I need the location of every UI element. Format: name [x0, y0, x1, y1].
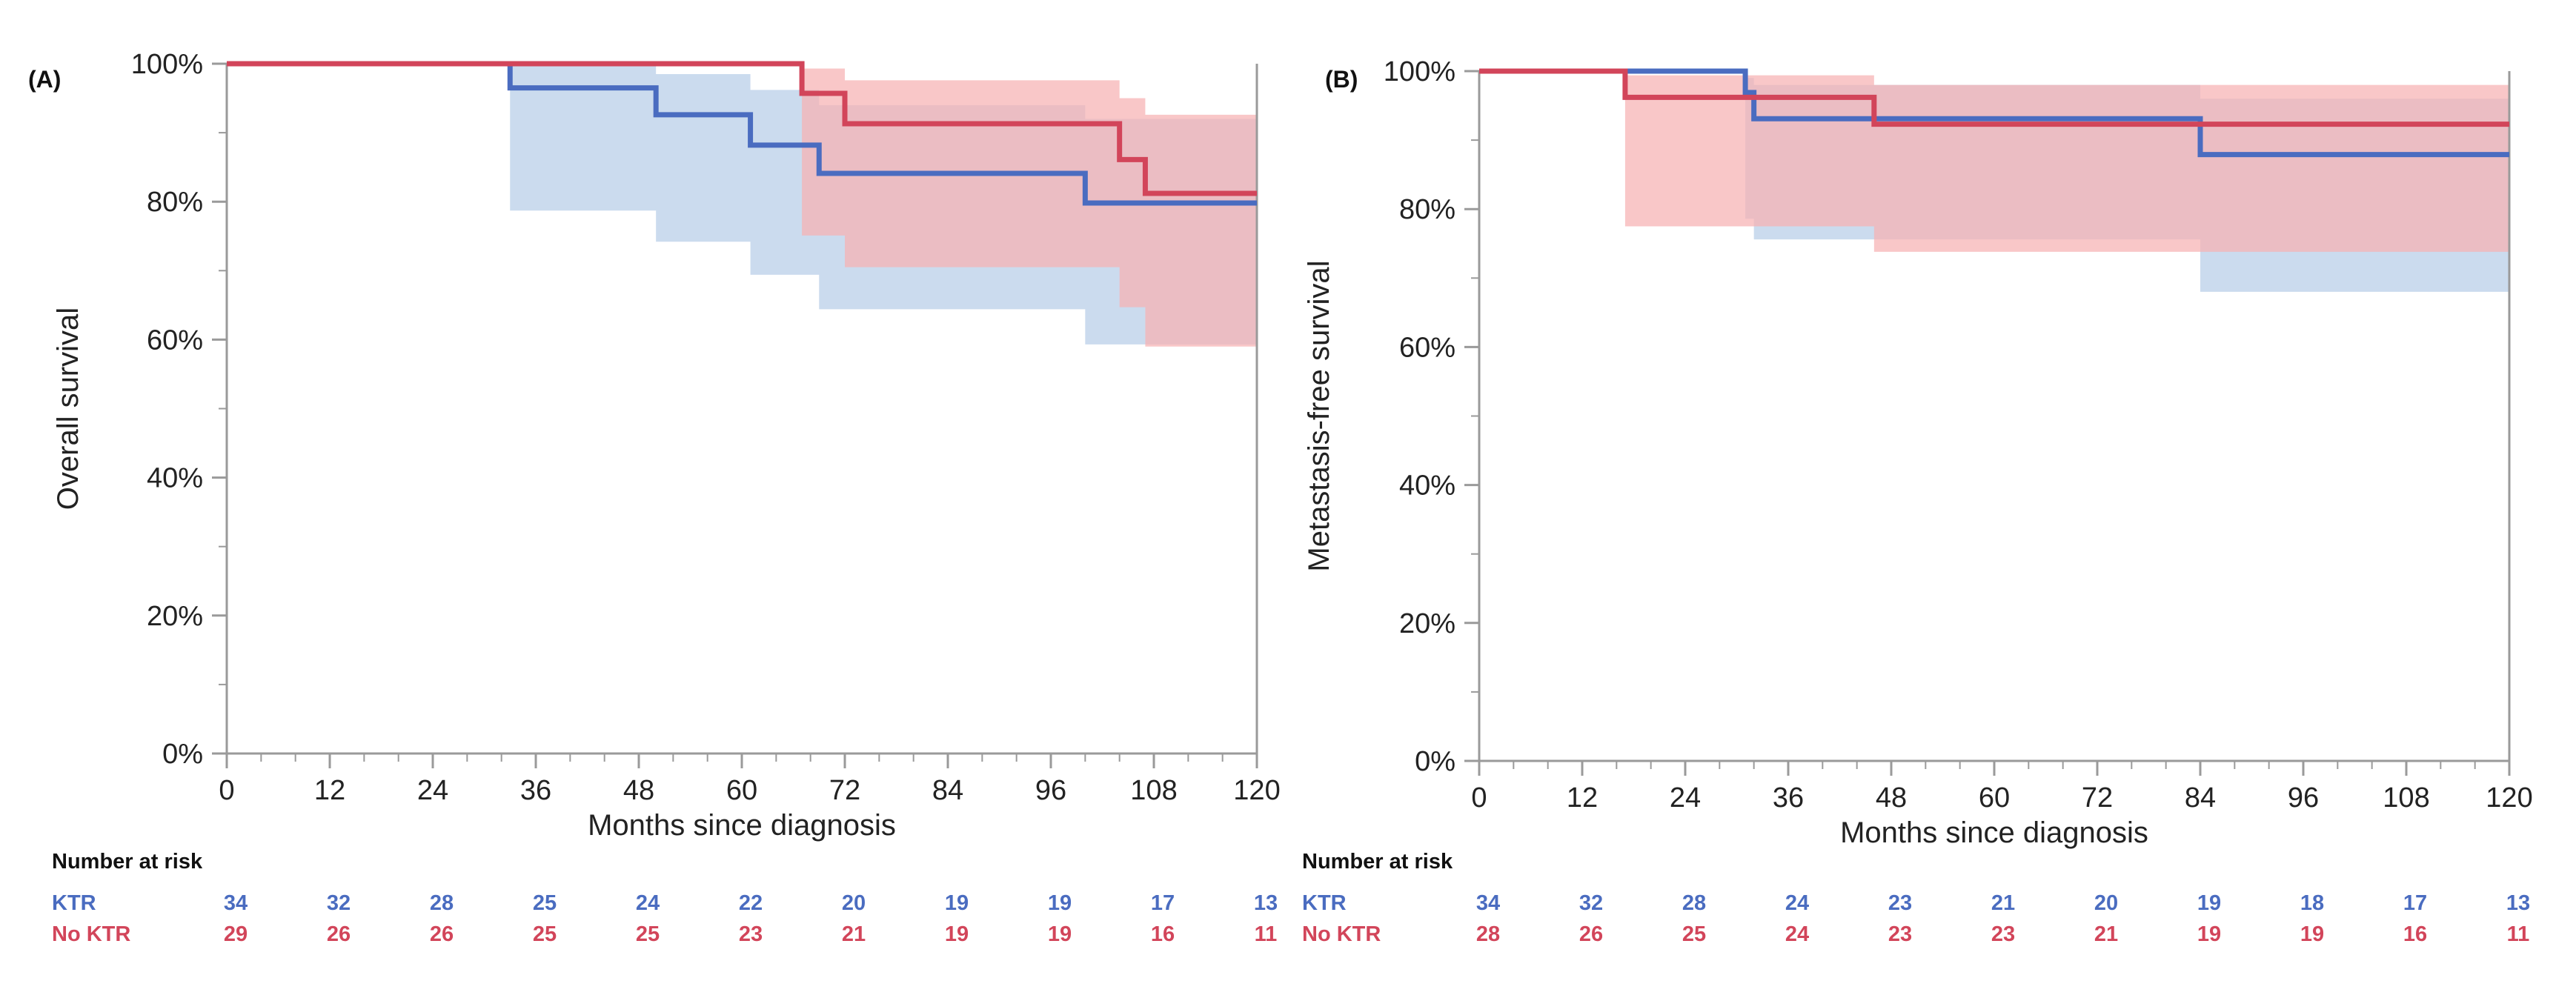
x-tick-label: 48 [1876, 782, 1907, 814]
risk-table-title: Number at risk [1302, 850, 1453, 874]
risk-count: 16 [2403, 922, 2427, 946]
risk-row-label-ktr: KTR [52, 891, 96, 915]
x-tick-label: 96 [1035, 775, 1066, 806]
risk-count: 13 [1254, 891, 1278, 915]
risk-count: 19 [1048, 922, 1072, 946]
ci-band-no-ktr [227, 64, 1257, 347]
y-axis-title: Metastasis-free survival [1303, 260, 1335, 571]
panel-label: (A) [28, 66, 61, 93]
risk-count: 25 [1682, 922, 1706, 946]
risk-count: 24 [1785, 922, 1809, 946]
x-tick-label: 72 [829, 775, 860, 806]
risk-count: 19 [2300, 922, 2324, 946]
risk-count: 28 [430, 891, 454, 915]
x-tick-label: 120 [2486, 782, 2532, 814]
x-axis-title: Months since diagnosis [1840, 816, 2148, 849]
y-axis-title: Overall survival [52, 307, 84, 510]
x-tick-label: 60 [1979, 782, 2010, 814]
risk-count: 23 [1991, 922, 2015, 946]
survival-curve-ktr [227, 61, 1257, 206]
risk-count: 26 [430, 922, 454, 946]
y-tick-label: 0% [162, 739, 203, 770]
risk-count: 25 [533, 922, 557, 946]
x-tick-label: 12 [1567, 782, 1598, 814]
risk-row-label-no-ktr: No KTR [1302, 922, 1381, 946]
risk-count: 21 [1991, 891, 2015, 915]
risk-count: 25 [636, 922, 660, 946]
risk-count: 24 [636, 891, 660, 915]
y-tick-label: 40% [147, 463, 203, 494]
x-tick-label: 48 [623, 775, 654, 806]
risk-count: 17 [1151, 891, 1175, 915]
risk-count: 23 [1888, 891, 1912, 915]
risk-count: 19 [945, 891, 969, 915]
x-tick-label: 84 [2185, 782, 2216, 814]
x-tick-label: 108 [2383, 782, 2429, 814]
risk-count: 18 [2300, 891, 2324, 915]
x-tick-label: 60 [726, 775, 757, 806]
x-tick-label: 96 [2288, 782, 2319, 814]
risk-table-title: Number at risk [52, 850, 203, 874]
risk-row-label-no-ktr: No KTR [52, 922, 130, 946]
y-tick-label: 60% [147, 325, 203, 356]
risk-count: 22 [739, 891, 763, 915]
x-tick-label: 108 [1130, 775, 1177, 806]
risk-count: 20 [2094, 891, 2118, 915]
risk-count: 11 [1255, 922, 1278, 946]
risk-count: 19 [945, 922, 969, 946]
risk-count: 11 [2507, 922, 2530, 946]
risk-count: 19 [1048, 891, 1072, 915]
risk-count: 28 [1476, 922, 1500, 946]
risk-count: 17 [2403, 891, 2427, 915]
x-tick-label: 72 [2082, 782, 2113, 814]
survival-curve-ktr [1479, 68, 2509, 158]
risk-count: 16 [1151, 922, 1175, 946]
risk-count: 26 [327, 922, 351, 946]
y-tick-label: 100% [1384, 56, 1455, 87]
risk-count: 32 [1579, 891, 1603, 915]
risk-count: 21 [842, 922, 866, 946]
x-tick-label: 36 [520, 775, 551, 806]
y-tick-label: 60% [1399, 332, 1455, 363]
risk-count: 29 [224, 922, 248, 946]
ci-band-no-ktr [1479, 71, 2509, 252]
y-tick-label: 100% [131, 49, 203, 80]
risk-count: 19 [2197, 922, 2221, 946]
risk-count: 26 [1579, 922, 1603, 946]
risk-row-label-ktr: KTR [1302, 891, 1347, 915]
x-tick-label: 120 [1233, 775, 1280, 806]
y-tick-label: 0% [1415, 746, 1455, 777]
risk-count: 24 [1785, 891, 1809, 915]
survival-curve-no-ktr [227, 61, 1257, 196]
y-tick-label: 20% [1399, 608, 1455, 639]
panel-a-overall-survival: 0% 20% 40% 60% 80% 100% 0 12 24 36 48 60 72 84 96 108 12… [28, 49, 1281, 946]
x-tick-label: 0 [219, 775, 234, 806]
risk-count: 25 [533, 891, 557, 915]
x-tick-label: 36 [1773, 782, 1804, 814]
y-tick-label: 20% [147, 601, 203, 632]
risk-count: 28 [1682, 891, 1706, 915]
panel-b-metastasis-free-survival: 0% 20% 40% 60% 80% 100% 0 12 24 36 48 60 72 84 96 108 12… [1302, 56, 2533, 946]
x-tick-label: 84 [932, 775, 963, 806]
panel-label: (B) [1325, 66, 1358, 93]
y-tick-label: 40% [1399, 470, 1455, 502]
y-tick-label: 80% [1399, 194, 1455, 225]
x-tick-label: 24 [417, 775, 448, 806]
risk-count: 23 [739, 922, 763, 946]
x-tick-label: 0 [1471, 782, 1487, 814]
risk-count: 32 [327, 891, 351, 915]
survival-curve-no-ktr [1479, 68, 2509, 127]
x-axis-title: Months since diagnosis [588, 809, 896, 842]
risk-count: 34 [224, 891, 248, 915]
y-tick-label: 80% [147, 187, 203, 218]
x-tick-label: 12 [314, 775, 345, 806]
risk-count: 23 [1888, 922, 1912, 946]
risk-count: 20 [842, 891, 866, 915]
risk-count: 21 [2094, 922, 2118, 946]
risk-count: 13 [2506, 891, 2530, 915]
x-tick-label: 24 [1670, 782, 1701, 814]
risk-count: 19 [2197, 891, 2221, 915]
risk-count: 34 [1476, 891, 1500, 915]
